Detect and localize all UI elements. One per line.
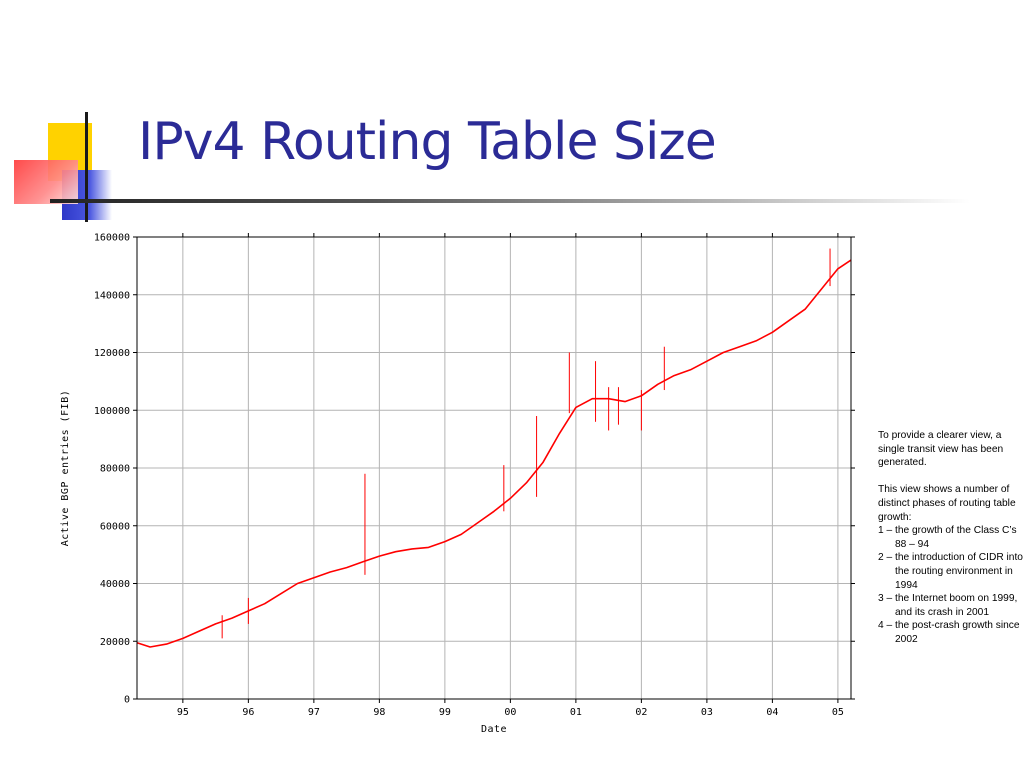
series-line xyxy=(136,259,852,648)
chart-grid xyxy=(137,237,851,699)
notes-item: 4 – the post-crash growth since 2002 xyxy=(878,620,1020,645)
y-tick-label: 100000 xyxy=(94,406,130,417)
notes-lead: This view shows a number of distinct pha… xyxy=(878,484,1016,523)
y-tick-label: 0 xyxy=(124,695,130,706)
x-tick-label: 00 xyxy=(504,707,516,718)
logo-vertical-bar xyxy=(85,112,88,222)
x-tick-label: 96 xyxy=(242,707,254,718)
y-axis-title: Active BGP entries (FIB) xyxy=(60,390,71,547)
chart-series-layer xyxy=(136,248,852,648)
y-tick-label: 80000 xyxy=(100,464,130,475)
notes-panel: To provide a clearer view, a single tran… xyxy=(878,429,1024,647)
axis-ticks: 0 20000 40000 60000 80000 100000 120000 140000 1… xyxy=(94,233,855,718)
x-axis-title: Date xyxy=(481,724,507,735)
x-tick-label: 02 xyxy=(635,707,647,718)
x-tick-label: 05 xyxy=(832,707,844,718)
x-tick-label: 98 xyxy=(373,707,385,718)
y-tick-label: 160000 xyxy=(94,233,130,244)
notes-item: 3 – the Internet boom on 1999, and its c… xyxy=(878,593,1018,618)
notes-intro: To provide a clearer view, a single tran… xyxy=(878,430,1004,469)
x-tick-label: 95 xyxy=(177,707,189,718)
y-tick-label: 140000 xyxy=(94,290,130,301)
page-title: IPv4 Routing Table Size xyxy=(138,112,717,172)
x-tick-label: 01 xyxy=(570,707,582,718)
notes-item: 2 – the introduction of CIDR into the ro… xyxy=(878,552,1023,591)
title-underline-bar xyxy=(50,199,970,203)
notes-item: 1 – the growth of the Class C’s 88 – 94 xyxy=(878,525,1017,550)
y-tick-label: 40000 xyxy=(100,579,130,590)
x-tick-label: 97 xyxy=(308,707,320,718)
x-tick-label: 99 xyxy=(439,707,451,718)
x-tick-label: 04 xyxy=(766,707,778,718)
x-tick-label: 03 xyxy=(701,707,713,718)
y-tick-label: 60000 xyxy=(100,521,130,532)
logo-red-square xyxy=(14,160,78,204)
y-tick-label: 120000 xyxy=(94,348,130,359)
y-tick-label: 20000 xyxy=(100,637,130,648)
